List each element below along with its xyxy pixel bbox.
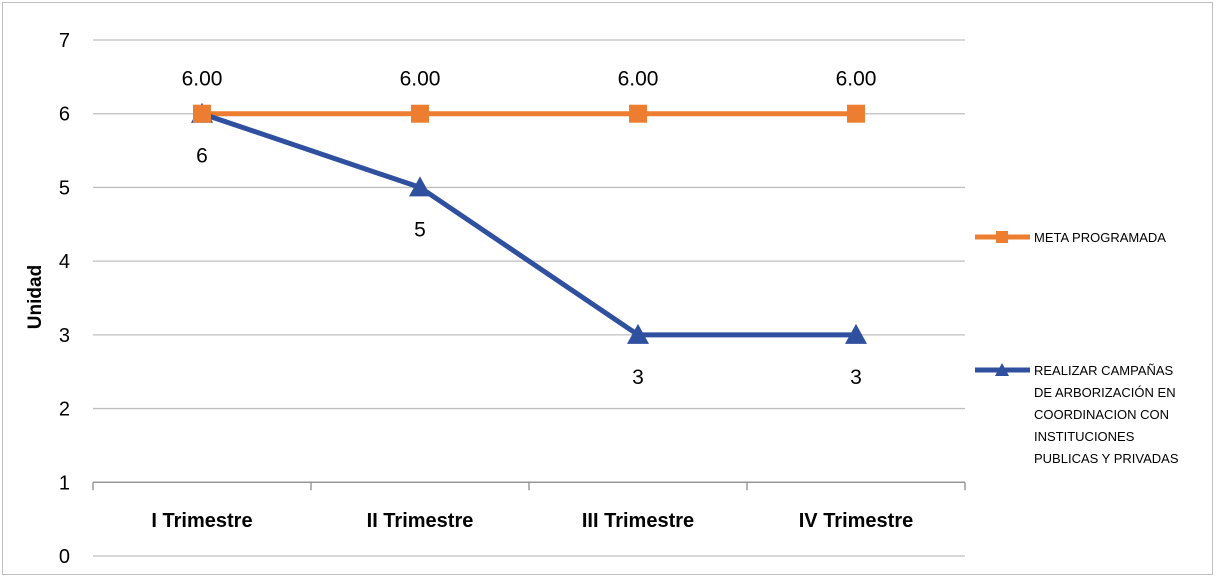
y-tick-label: 4 xyxy=(59,251,70,273)
legend-marker-triangle xyxy=(995,363,1009,376)
data-point-square xyxy=(193,104,211,123)
x-category-label: II Trimestre xyxy=(367,510,474,532)
data-label: 6.00 xyxy=(836,68,877,91)
data-point-triangle xyxy=(845,323,867,344)
x-category-label: I Trimestre xyxy=(151,510,252,532)
y-tick-label: 1 xyxy=(59,472,70,494)
data-point-square xyxy=(629,104,647,123)
legend-label: DE ARBORIZACIÓN EN xyxy=(1034,385,1176,400)
data-label: 6 xyxy=(196,145,208,168)
legend-label: PUBLICAS Y PRIVADAS xyxy=(1034,451,1179,466)
data-label: 6.00 xyxy=(618,68,659,91)
legend-label: REALIZAR CAMPAÑAS xyxy=(1034,363,1174,378)
data-label: 6.00 xyxy=(182,68,223,91)
legend-label: COORDINACION CON xyxy=(1034,407,1169,422)
legend-label: INSTITUCIONES xyxy=(1034,429,1135,444)
legend-marker-square xyxy=(996,231,1008,243)
data-label: 3 xyxy=(632,366,644,389)
y-tick-label: 2 xyxy=(59,399,70,421)
data-label: 6.00 xyxy=(400,68,441,91)
y-axis-label: Unidad xyxy=(25,265,46,329)
series-line xyxy=(201,111,856,338)
data-point-triangle xyxy=(627,323,649,344)
data-point-square xyxy=(411,104,429,123)
x-category-label: IV Trimestre xyxy=(799,510,914,532)
data-label: 5 xyxy=(414,218,426,241)
data-label: 3 xyxy=(850,366,862,389)
y-tick-label: 6 xyxy=(59,104,70,126)
legend-label: META PROGRAMADA xyxy=(1034,230,1166,245)
x-category-label: III Trimestre xyxy=(582,510,694,532)
data-point-square xyxy=(847,104,865,123)
y-tick-label: 0 xyxy=(59,546,70,568)
data-point-triangle xyxy=(409,176,431,197)
y-tick-label: 5 xyxy=(59,177,70,199)
y-tick-label: 7 xyxy=(59,30,70,52)
y-tick-label: 3 xyxy=(59,325,70,347)
